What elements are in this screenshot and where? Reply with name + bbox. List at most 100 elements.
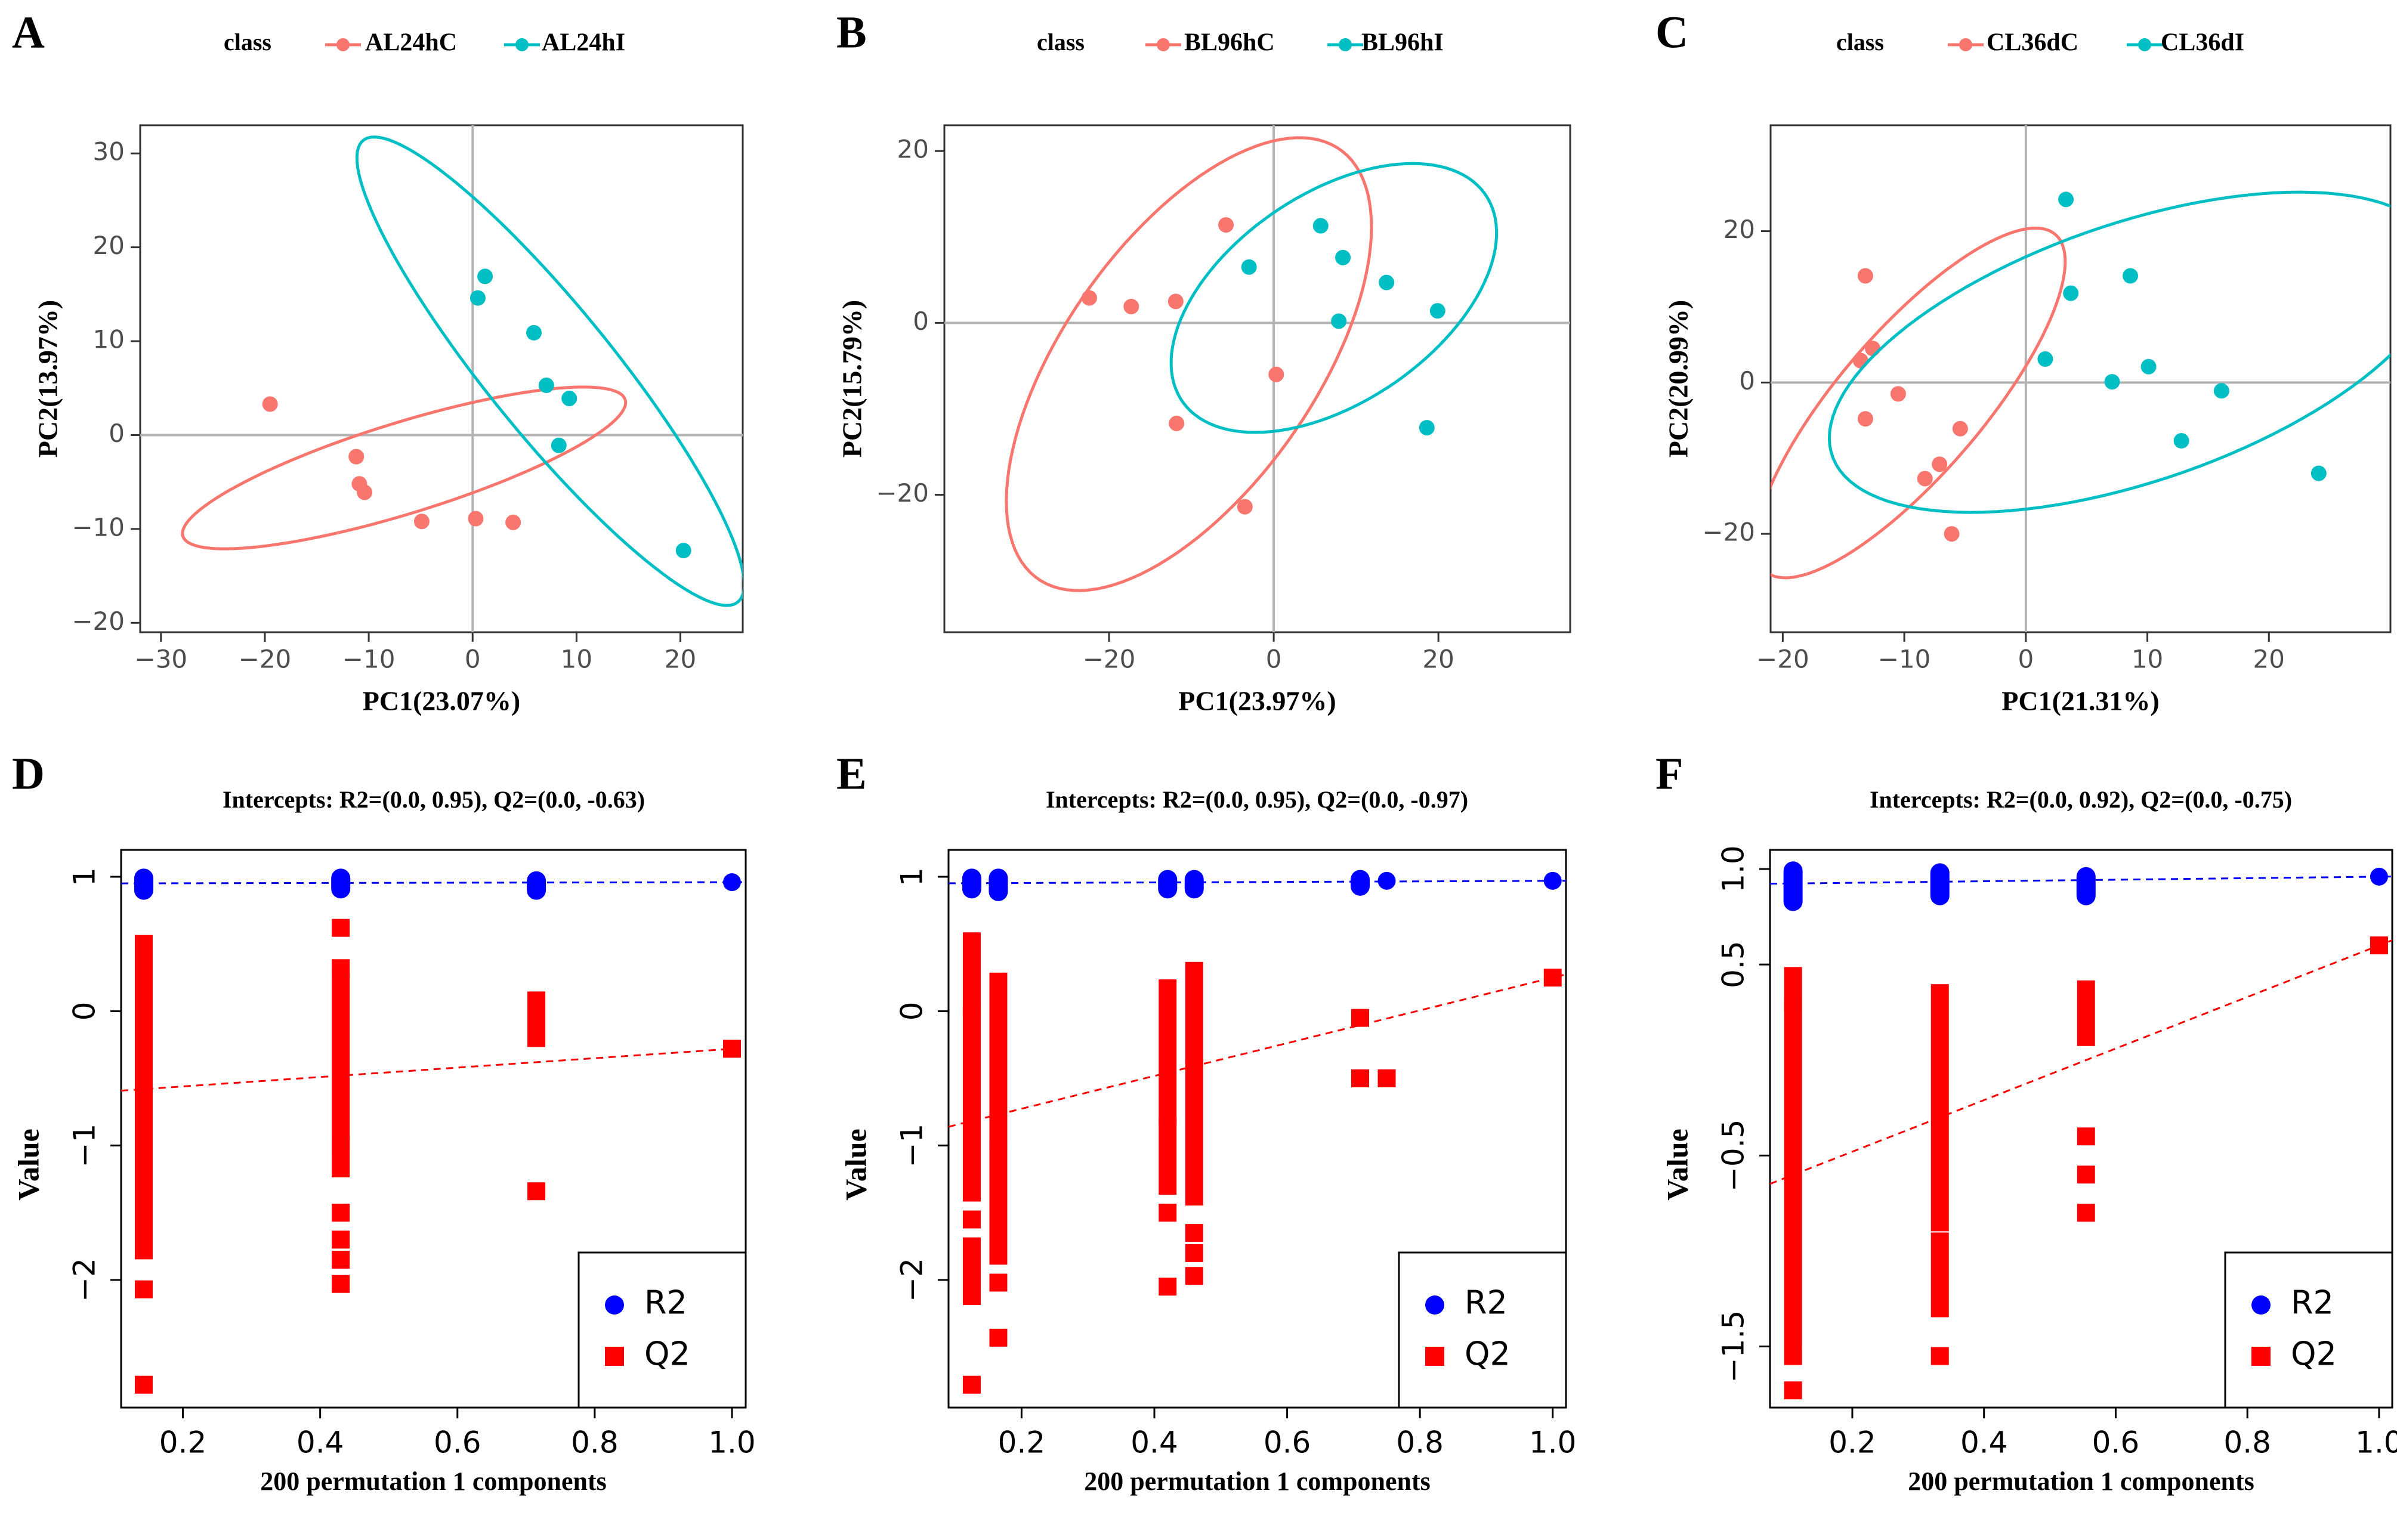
q2-point bbox=[1159, 1278, 1177, 1296]
x-tick-label: 10 bbox=[2132, 645, 2163, 674]
x-tick-label: 1.0 bbox=[708, 1425, 756, 1460]
q2-point bbox=[2077, 1165, 2095, 1184]
legend-key-q2 bbox=[605, 1347, 624, 1366]
x-tick-label: 10 bbox=[561, 645, 592, 674]
panel-label: E bbox=[836, 749, 867, 799]
x-tick-label: 0.4 bbox=[1130, 1425, 1178, 1460]
x-tick-label: 20 bbox=[2253, 645, 2285, 674]
q2-point bbox=[134, 1375, 153, 1394]
y-axis-label: PC2(20.99%) bbox=[1663, 300, 1694, 457]
plot-area bbox=[944, 125, 1570, 632]
r2-point-cluster bbox=[1158, 870, 1178, 899]
data-point-cl36di bbox=[2104, 374, 2120, 390]
q2-point bbox=[527, 1182, 546, 1201]
q2-point bbox=[2077, 1127, 2095, 1146]
data-point-cl36dc bbox=[1865, 341, 1881, 357]
x-axis-label: 200 permutation 1 components bbox=[1908, 1467, 2254, 1496]
data-point-bl96hi bbox=[1312, 218, 1329, 234]
r2-point-cluster bbox=[962, 868, 981, 899]
data-point-al24hc bbox=[357, 484, 373, 500]
data-point-al24hc bbox=[505, 514, 521, 530]
q2-point bbox=[1784, 1381, 1802, 1400]
data-point-bl96hc bbox=[1167, 293, 1184, 310]
r2-point-cluster bbox=[1783, 861, 1803, 911]
ellipse-al24hc bbox=[181, 385, 628, 551]
plot-frame bbox=[943, 124, 1571, 633]
y-tick-label: 0.5 bbox=[1716, 941, 1751, 988]
legend-box bbox=[2224, 1251, 2393, 1409]
y-tick-label: 0 bbox=[67, 1001, 102, 1021]
data-point-cl36di bbox=[2058, 191, 2074, 208]
y-tick-label: −1 bbox=[67, 1124, 102, 1168]
q2-point bbox=[1351, 1009, 1369, 1027]
q2-point bbox=[1185, 1244, 1203, 1262]
plot-area bbox=[949, 868, 1566, 1394]
y-tick-label: 20 bbox=[93, 231, 125, 260]
x-axis-label: 200 permutation 1 components bbox=[260, 1467, 607, 1496]
y-axis-label: PC2(13.97%) bbox=[33, 300, 63, 457]
legend-key-q2 bbox=[1425, 1347, 1444, 1366]
q2-point bbox=[332, 1275, 350, 1293]
data-point-bl96hc bbox=[1268, 366, 1284, 382]
legend-label-bl96hc: BL96hC bbox=[1184, 29, 1275, 57]
r2-point bbox=[1377, 871, 1396, 890]
data-point-al24hc bbox=[413, 514, 430, 530]
regression-line-q2 bbox=[1770, 939, 2392, 1185]
data-point-al24hc bbox=[468, 511, 484, 527]
x-axis-label: PC1(21.31%) bbox=[2001, 686, 2159, 716]
q2-point bbox=[962, 1375, 981, 1394]
x-axis-label: 200 permutation 1 components bbox=[1084, 1467, 1431, 1496]
ellipse-al24hi bbox=[355, 135, 743, 607]
data-point-bl96hi bbox=[1379, 274, 1395, 290]
q2-point bbox=[1784, 1347, 1802, 1365]
q2-point-run bbox=[527, 991, 546, 1047]
plot-area bbox=[1771, 125, 2390, 632]
legend-key-r2 bbox=[2251, 1295, 2271, 1315]
data-point-cl36di bbox=[2310, 465, 2327, 481]
x-tick-label: 20 bbox=[1422, 645, 1454, 674]
data-point-cl36di bbox=[2123, 268, 2139, 284]
data-point-al24hi bbox=[675, 543, 691, 559]
data-point-al24hi bbox=[561, 391, 577, 407]
data-point-cl36dc bbox=[1944, 526, 1960, 542]
q2-point bbox=[332, 1230, 350, 1249]
legend-box bbox=[1398, 1251, 1567, 1409]
x-tick-label: 0 bbox=[465, 645, 481, 674]
r2-point-cluster bbox=[2076, 867, 2096, 905]
data-point-al24hc bbox=[348, 449, 365, 465]
regression-line-r2 bbox=[121, 881, 746, 885]
data-point-al24hi bbox=[469, 290, 486, 306]
q2-point-run bbox=[1930, 1232, 1949, 1318]
panel-e: E Intercepts: R2=(0.0, 0.95), Q2=(0.0, -0… bbox=[836, 749, 1577, 1496]
legend-key-q2 bbox=[2251, 1347, 2271, 1366]
panel-label: A bbox=[12, 7, 45, 57]
y-tick-label: −1 bbox=[895, 1124, 929, 1168]
q2-point-run bbox=[134, 935, 153, 1260]
y-tick-label: 0 bbox=[895, 1001, 929, 1021]
legend-label-r2: R2 bbox=[644, 1284, 687, 1322]
data-point-cl36di bbox=[2063, 285, 2079, 301]
legend-key-point bbox=[1339, 38, 1352, 51]
y-axis-label: Value bbox=[839, 1128, 872, 1200]
legend-label-r2: R2 bbox=[1465, 1284, 1508, 1322]
y-axis-label: Value bbox=[1660, 1128, 1694, 1200]
y-tick-label: 1.0 bbox=[1716, 845, 1751, 893]
data-point-cl36dc bbox=[1890, 386, 1906, 402]
x-tick-label: −20 bbox=[1756, 645, 1809, 674]
q2-point-run bbox=[989, 972, 1008, 1148]
panel-d: D Intercepts: R2=(0.0, 0.95), Q2=(0.0, -0… bbox=[11, 749, 755, 1496]
q2-point-run bbox=[962, 1004, 981, 1202]
y-tick-label: −0.5 bbox=[1716, 1120, 1751, 1192]
legend-label-r2: R2 bbox=[2291, 1284, 2334, 1322]
data-point-cl36di bbox=[2140, 358, 2157, 375]
x-tick-label: 0 bbox=[1266, 645, 1282, 674]
q2-point-run bbox=[1784, 997, 1802, 1348]
q2-point bbox=[1543, 969, 1562, 987]
data-point-cl36dc bbox=[1932, 456, 1948, 472]
data-point-al24hi bbox=[538, 378, 554, 394]
legend-key-point bbox=[336, 38, 350, 51]
q2-point bbox=[134, 1280, 153, 1298]
